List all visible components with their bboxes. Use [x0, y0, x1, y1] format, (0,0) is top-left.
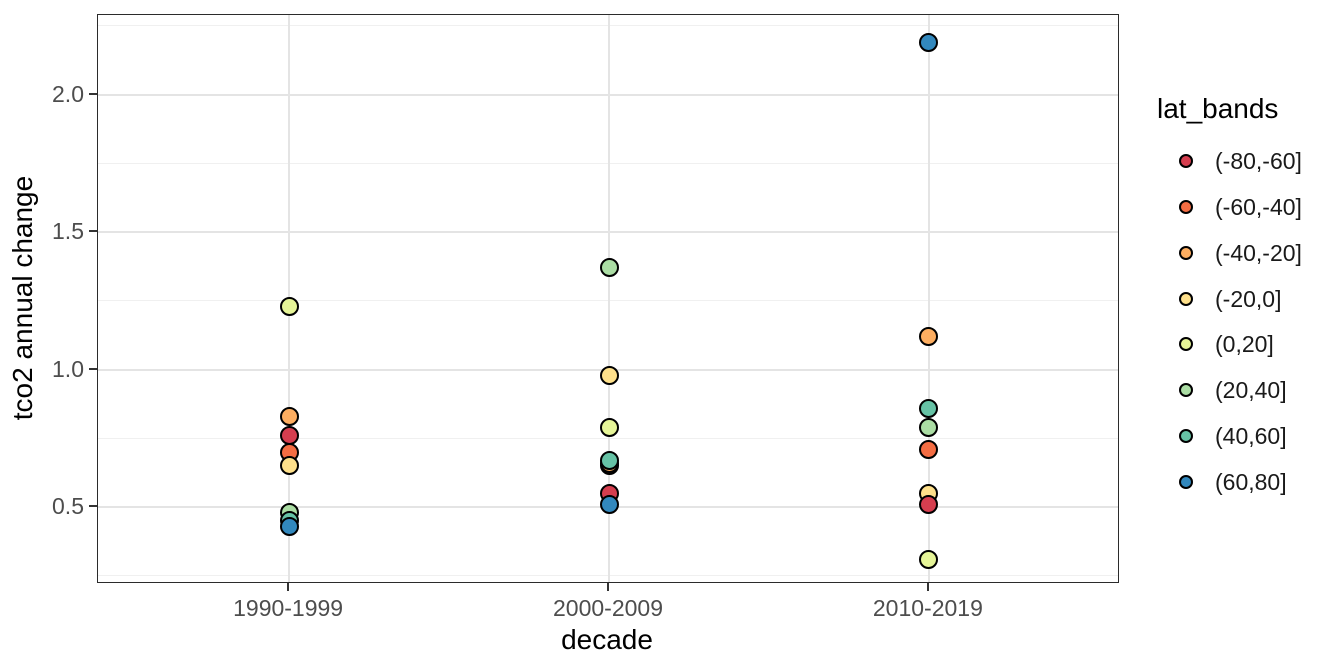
x-tick-mark	[607, 583, 609, 591]
y-tick-label: 1.0	[52, 355, 84, 382]
data-point	[279, 426, 299, 446]
y-tick-label: 0.5	[52, 493, 84, 520]
data-point	[919, 398, 939, 418]
data-point	[599, 417, 619, 437]
data-point	[599, 494, 619, 514]
y-tick-mark	[89, 505, 97, 508]
legend-entry-label: (0,20]	[1215, 331, 1274, 358]
x-tick-mark	[287, 583, 290, 591]
x-tick-mark	[926, 583, 929, 591]
x-tick-label: 1990-1999	[233, 595, 344, 621]
x-tick-label: 2010-2019	[872, 595, 983, 621]
data-point	[599, 365, 619, 385]
y-tick-mark	[89, 367, 97, 370]
legend-key-dot	[1179, 291, 1193, 306]
y-axis-title: tco2 annual change	[7, 175, 38, 421]
legend-entry-label: (20,40]	[1215, 377, 1287, 404]
data-point	[599, 450, 619, 470]
legend-key-dot	[1179, 245, 1193, 260]
legend-key-dot	[1179, 429, 1193, 444]
legend-entry-label: (-60,-40]	[1215, 193, 1302, 220]
y-tick-mark	[89, 92, 97, 95]
data-point	[599, 258, 619, 278]
legend-key-dot	[1179, 383, 1193, 398]
x-tick-label: 2000-2009	[553, 595, 663, 621]
gridline-major-vertical	[927, 15, 930, 582]
legend-entry-label: (-20,0]	[1215, 285, 1282, 312]
plot-panel	[97, 14, 1119, 583]
data-point	[919, 494, 939, 514]
data-point	[279, 516, 299, 536]
y-tick-label: 1.5	[52, 218, 84, 245]
legend-entry-label: (60,80]	[1215, 469, 1287, 496]
legend-key-dot	[1179, 337, 1193, 352]
data-point	[279, 406, 299, 426]
legend-title: lat_bands	[1157, 93, 1279, 124]
legend-entry-label: (-40,-20]	[1215, 239, 1302, 266]
data-point	[919, 417, 939, 437]
gridline-major-vertical	[608, 15, 610, 582]
x-axis-title: decade	[561, 624, 653, 655]
data-point	[279, 456, 299, 476]
data-point	[919, 549, 939, 569]
legend-key-dot	[1179, 199, 1193, 214]
legend-key-dot	[1179, 475, 1193, 490]
data-point	[919, 32, 939, 52]
legend-key-dot	[1179, 154, 1193, 168]
y-tick-mark	[89, 230, 97, 233]
data-point	[279, 296, 299, 316]
legend-entry-label: (-80,-60]	[1215, 148, 1302, 174]
legend-entry-label: (40,60]	[1215, 423, 1287, 450]
data-point	[919, 439, 939, 459]
data-point	[919, 327, 939, 347]
y-tick-label: 2.0	[52, 80, 84, 107]
